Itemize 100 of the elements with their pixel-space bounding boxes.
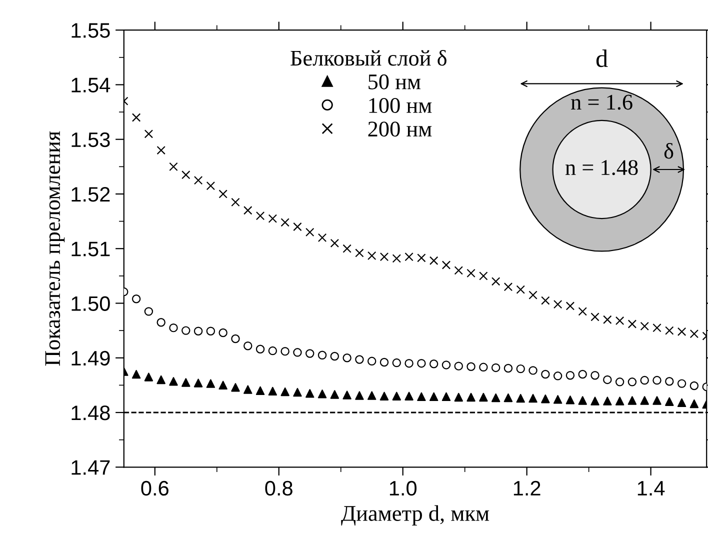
point — [615, 396, 624, 406]
point — [466, 268, 476, 278]
point — [578, 396, 587, 405]
point — [256, 344, 265, 354]
point — [132, 113, 141, 122]
point — [169, 323, 178, 332]
y-axis-title: Показатель преломления — [45, 131, 65, 366]
point — [504, 364, 513, 373]
point — [182, 326, 190, 335]
point — [541, 296, 550, 305]
point — [306, 389, 314, 398]
point — [206, 181, 216, 190]
point — [628, 320, 637, 328]
point — [652, 396, 662, 405]
legend-label: 100 нм — [369, 98, 432, 113]
point — [442, 392, 451, 402]
point — [615, 378, 624, 386]
y-tick-label: 1.48 — [72, 406, 110, 420]
point — [690, 329, 699, 338]
point — [429, 392, 438, 402]
point — [677, 379, 686, 388]
legend-label: 50 нм — [368, 74, 421, 90]
point — [590, 371, 600, 380]
point — [342, 390, 352, 400]
point — [677, 327, 686, 336]
point — [528, 290, 538, 300]
point — [169, 377, 178, 386]
point — [244, 206, 252, 215]
y-tick-label: 1.49 — [72, 350, 110, 366]
legend-title: Белковый слой δ — [290, 50, 446, 66]
point — [640, 322, 649, 331]
point — [330, 390, 340, 399]
point — [132, 294, 141, 304]
point — [553, 300, 562, 309]
point — [244, 341, 252, 350]
point — [156, 318, 166, 327]
point — [454, 392, 463, 402]
point — [417, 392, 426, 402]
point — [194, 378, 203, 388]
point — [491, 393, 500, 402]
point — [404, 392, 414, 400]
annotation: n = 1.48 — [565, 160, 638, 176]
point — [516, 364, 525, 374]
point — [194, 176, 203, 185]
point — [182, 378, 190, 387]
point — [392, 358, 402, 368]
point — [206, 326, 216, 336]
point — [665, 397, 674, 406]
point — [330, 352, 340, 361]
annotation: n = 1.6 — [571, 94, 632, 110]
point — [306, 228, 314, 237]
point — [429, 256, 438, 265]
y-tick-label: 1.55 — [72, 23, 110, 38]
point — [566, 396, 575, 404]
point — [652, 376, 662, 385]
point — [293, 388, 302, 397]
point — [553, 372, 562, 380]
point — [256, 211, 265, 220]
point — [367, 391, 376, 400]
point — [404, 358, 414, 368]
point — [380, 252, 389, 262]
y-tick-label: 1.53 — [72, 132, 110, 148]
point — [342, 244, 352, 253]
x-tick-label: 1.4 — [638, 481, 665, 496]
point — [640, 396, 649, 405]
point — [690, 399, 699, 408]
point — [417, 358, 426, 368]
point — [665, 326, 674, 335]
point — [194, 326, 203, 336]
point — [442, 260, 451, 270]
point — [590, 396, 600, 406]
point — [516, 394, 525, 403]
point — [454, 362, 463, 370]
point — [144, 307, 154, 316]
point — [293, 348, 302, 357]
point — [218, 380, 228, 390]
point — [280, 218, 290, 227]
point — [132, 370, 141, 379]
point — [504, 282, 513, 292]
point — [541, 394, 550, 404]
annotation: d — [596, 50, 608, 68]
point — [665, 377, 674, 386]
point — [504, 393, 513, 402]
x-tick-label: 0.8 — [265, 480, 292, 496]
y-tick-label: 1.51 — [72, 242, 110, 256]
x-tick-label: 0.6 — [141, 480, 168, 496]
point — [156, 375, 166, 384]
point — [566, 302, 575, 310]
point — [615, 316, 624, 326]
point — [541, 370, 550, 379]
point — [677, 398, 686, 408]
point — [528, 394, 538, 403]
point — [690, 381, 699, 390]
point — [454, 266, 463, 275]
point — [479, 272, 488, 280]
point — [318, 390, 327, 398]
point — [256, 386, 265, 396]
point — [491, 277, 500, 286]
point — [466, 362, 476, 371]
point — [293, 222, 302, 232]
